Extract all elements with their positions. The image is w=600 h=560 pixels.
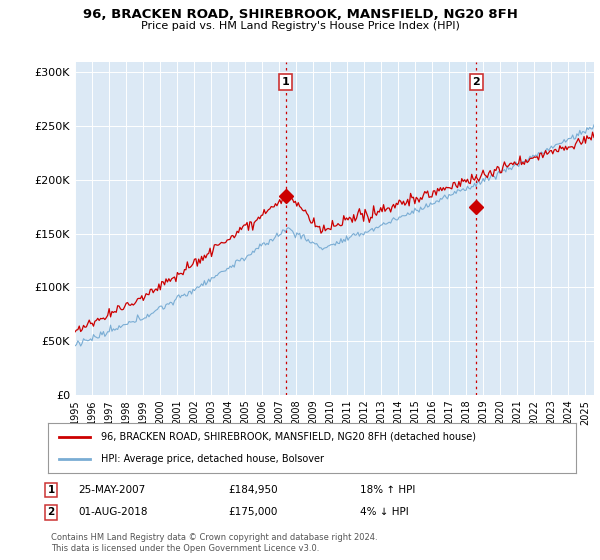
Text: 1: 1 (282, 77, 290, 87)
Text: 96, BRACKEN ROAD, SHIREBROOK, MANSFIELD, NG20 8FH (detached house): 96, BRACKEN ROAD, SHIREBROOK, MANSFIELD,… (101, 432, 476, 442)
Text: 1: 1 (47, 485, 55, 495)
Text: 18% ↑ HPI: 18% ↑ HPI (360, 485, 415, 495)
Text: 4% ↓ HPI: 4% ↓ HPI (360, 507, 409, 517)
Text: 01-AUG-2018: 01-AUG-2018 (78, 507, 148, 517)
Text: HPI: Average price, detached house, Bolsover: HPI: Average price, detached house, Bols… (101, 454, 324, 464)
Text: 2: 2 (47, 507, 55, 517)
Text: 2: 2 (472, 77, 480, 87)
Text: 96, BRACKEN ROAD, SHIREBROOK, MANSFIELD, NG20 8FH: 96, BRACKEN ROAD, SHIREBROOK, MANSFIELD,… (83, 8, 517, 21)
Text: £175,000: £175,000 (228, 507, 277, 517)
Text: £184,950: £184,950 (228, 485, 278, 495)
Text: Price paid vs. HM Land Registry's House Price Index (HPI): Price paid vs. HM Land Registry's House … (140, 21, 460, 31)
Text: 25-MAY-2007: 25-MAY-2007 (78, 485, 145, 495)
Bar (286, 62, 476, 395)
Text: Contains HM Land Registry data © Crown copyright and database right 2024.
This d: Contains HM Land Registry data © Crown c… (51, 533, 377, 553)
